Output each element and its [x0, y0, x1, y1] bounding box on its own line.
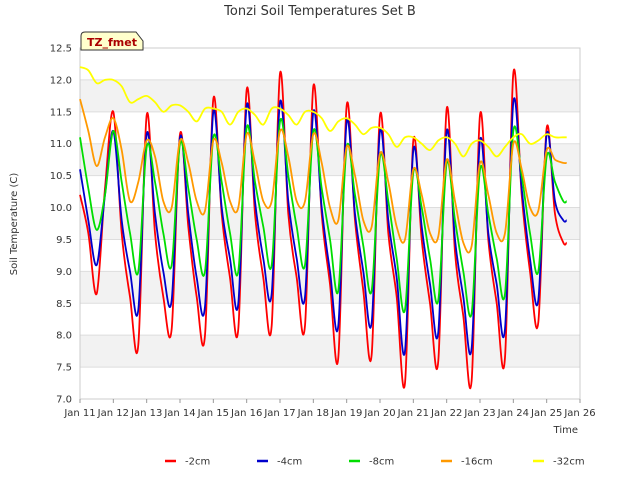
plot-area: [79, 47, 581, 400]
x-tick-label: Jan 18: [297, 408, 329, 419]
y-tick-label: 8.0: [56, 331, 72, 342]
legend: -2cm -4cm -8cm -16cm -32cm: [165, 457, 585, 468]
x-tick-label: Jan 25: [530, 408, 562, 419]
legend-label: -4cm: [277, 457, 302, 468]
series-line-neg32cm: [79, 66, 567, 158]
y-tick-label: 10.0: [50, 203, 72, 214]
annotation-box: TZ_fmet: [80, 31, 144, 51]
x-tick-label: Jan 12: [97, 408, 129, 419]
x-tick-labels: Jan 11 Jan 12 Jan 13 Jan 14 Jan 15 Jan 16 Jan …: [63, 399, 596, 419]
y-tick-label: 11.5: [50, 107, 72, 118]
x-tick-label: Jan 15: [197, 408, 229, 419]
legend-label: -32cm: [553, 457, 585, 468]
y-tick-label: 12.5: [50, 44, 72, 55]
grid-band: [80, 79, 580, 112]
y-tick-label: 8.5: [56, 299, 72, 310]
y-tick-labels: 7.0 7.5 8.0 8.5 9.0 9.5 10.0 10.5 11.0 11.5 12.0 12…: [50, 44, 72, 406]
legend-label: -8cm: [369, 457, 394, 468]
legend-label: -16cm: [461, 457, 493, 468]
grid-band: [80, 335, 580, 368]
y-tick-label: 7.5: [56, 363, 72, 374]
x-tick-label: Jan 22: [430, 408, 462, 419]
y-tick-label: 9.5: [56, 235, 72, 246]
x-tick-label: Jan 26: [563, 408, 595, 419]
x-tick-label: Jan 14: [163, 408, 195, 419]
annotation-label: TZ_fmet: [87, 36, 137, 49]
series-line-neg8cm: [79, 117, 568, 318]
x-tick-label: Jan 17: [263, 408, 295, 419]
legend-label: -2cm: [185, 457, 210, 468]
y-tick-label: 11.0: [50, 139, 72, 150]
x-tick-label: Jan 21: [397, 408, 429, 419]
y-tick-label: 9.0: [56, 267, 72, 278]
x-tick-label: Jan 20: [363, 408, 395, 419]
series-lines: [79, 66, 568, 390]
chart-title: Tonzi Soil Temperatures Set B: [223, 4, 416, 19]
y-axis-label: Soil Temperature (C): [9, 173, 20, 276]
x-tick-label: Jan 24: [497, 408, 529, 419]
x-tick-label: Jan 23: [463, 408, 495, 419]
x-axis-label: Time: [553, 425, 578, 436]
y-tick-label: 10.5: [50, 171, 72, 182]
y-tick-label: 7.0: [56, 395, 72, 406]
x-tick-label: Jan 16: [230, 408, 262, 419]
x-tick-label: Jan 19: [330, 408, 362, 419]
series-line-neg4cm: [79, 97, 568, 356]
y-tick-label: 12.0: [50, 75, 72, 86]
series-line-neg16cm: [79, 98, 567, 254]
x-tick-label: Jan 11: [63, 408, 95, 419]
annotation-box-bg: [80, 31, 144, 51]
grid-band: [80, 143, 580, 176]
x-tick-label: Jan 13: [130, 408, 162, 419]
